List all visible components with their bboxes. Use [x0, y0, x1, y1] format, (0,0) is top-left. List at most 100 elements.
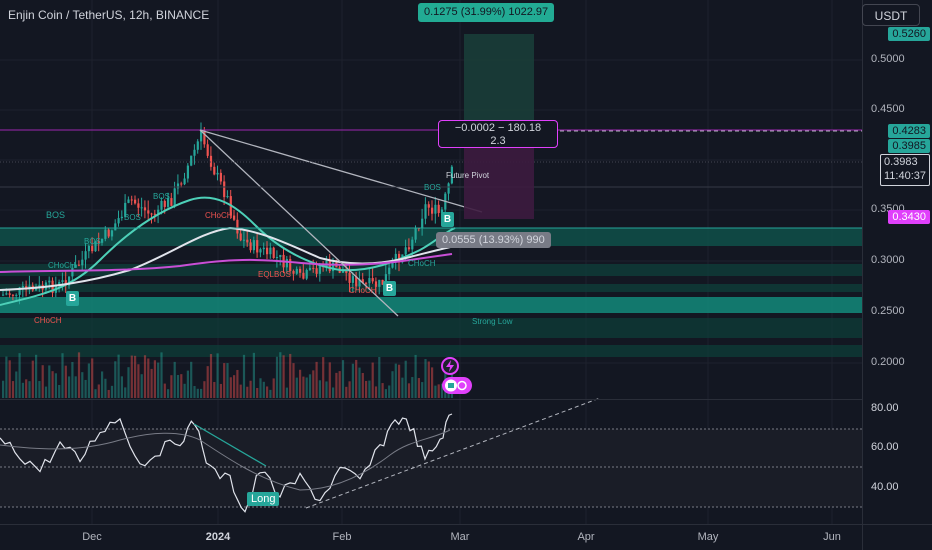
volume-bar: [58, 384, 61, 398]
volume-bar: [285, 387, 288, 398]
volume-bar: [411, 377, 414, 398]
candle-body: [302, 272, 305, 279]
calendar-icon[interactable]: [442, 377, 472, 394]
volume-bar: [44, 386, 48, 398]
candle-body: [345, 270, 348, 273]
volume-bar: [127, 367, 130, 398]
volume-bar: [77, 352, 81, 398]
volume-bar: [266, 386, 269, 398]
volume-bar: [5, 356, 8, 398]
rsi-band: [0, 429, 862, 507]
volume-bar: [25, 379, 28, 398]
volume-bar: [236, 369, 239, 398]
volume-bar: [120, 376, 123, 398]
volume-bar: [417, 378, 420, 398]
candle-body: [272, 247, 275, 258]
choch-label: CHoCH: [34, 316, 62, 325]
bos-label: BOS: [424, 183, 441, 192]
time-label: Dec: [82, 531, 102, 543]
volume-bar: [401, 377, 404, 398]
pane-divider[interactable]: [0, 399, 862, 400]
candle-body: [275, 257, 279, 259]
volume-bar: [305, 377, 308, 398]
candle-body: [21, 286, 24, 288]
volume-bar: [15, 371, 18, 398]
candle-body: [137, 203, 140, 208]
time-axis[interactable]: [0, 525, 862, 550]
stop-zone: [464, 144, 534, 219]
trendline-2: [199, 129, 399, 317]
candle-body: [163, 200, 166, 207]
position-tool-label[interactable]: −0.0002 − 180.18 2.3: [438, 120, 558, 148]
volume-bar: [242, 354, 246, 398]
candle-body: [71, 267, 74, 277]
volume-bar: [186, 370, 189, 398]
buy-signal-marker[interactable]: B: [441, 212, 454, 227]
volume-bar: [434, 385, 437, 398]
choch-label: CHoCH: [408, 259, 436, 268]
volume-bar: [424, 359, 427, 398]
volume-bar: [167, 389, 170, 398]
currency-button[interactable]: USDT: [862, 4, 920, 26]
volume-bar: [302, 376, 305, 398]
volume-bar: [2, 380, 5, 398]
volume-bar: [371, 362, 374, 398]
candle-body: [450, 166, 453, 184]
candle-body: [434, 204, 437, 214]
volume-bar: [41, 365, 44, 398]
candle-body: [173, 188, 176, 206]
volume-bar: [160, 352, 163, 398]
buy-signal-marker[interactable]: B: [383, 281, 396, 296]
volume-bar: [361, 372, 364, 398]
volume-bar: [256, 388, 259, 398]
volume-bar: [18, 353, 21, 398]
candle-body: [48, 280, 51, 283]
candle-body: [371, 278, 374, 282]
volume-bar: [28, 381, 31, 398]
candle-body: [213, 166, 216, 175]
candle-body: [11, 294, 15, 296]
symbol-title[interactable]: Enjin Coin / TetherUS, 12h, BINANCE: [8, 8, 210, 22]
volume-bar: [97, 384, 100, 398]
volume-bar: [74, 376, 77, 398]
volume-bar: [351, 363, 354, 398]
lightning-icon[interactable]: [441, 357, 459, 375]
candle-body: [226, 196, 229, 198]
candle-body: [256, 240, 259, 253]
price-axis[interactable]: 0.5000 0.4500 0.3500 0.3000 0.2500 0.200…: [863, 0, 932, 524]
volume-bar: [8, 360, 11, 398]
volume-bar: [404, 360, 407, 398]
buy-signal-marker[interactable]: B: [66, 291, 79, 306]
candle-body: [140, 207, 143, 209]
long-signal-label[interactable]: Long: [247, 492, 280, 506]
volume-bar: [101, 371, 104, 398]
volume-bar: [246, 386, 249, 398]
candle-body: [407, 247, 411, 250]
volume-bars: [2, 352, 453, 398]
bar-countdown: 11:40:37: [883, 170, 926, 182]
volume-bar: [272, 378, 275, 398]
volume-bar: [203, 381, 206, 398]
strong-low-label: Strong Low: [472, 317, 513, 326]
volume-bar: [38, 381, 41, 398]
candle-body: [404, 247, 407, 255]
volume-bar: [338, 371, 341, 398]
volume-bar: [91, 358, 94, 398]
volume-bar: [137, 364, 140, 398]
volume-bar: [94, 389, 97, 398]
candle-body: [431, 207, 434, 214]
volume-bar: [289, 353, 292, 398]
candle-body: [68, 276, 71, 286]
volume-bar: [394, 363, 397, 398]
candle-body: [266, 247, 269, 255]
choch-label: CHoCH: [48, 261, 76, 270]
volume-bar: [219, 383, 222, 398]
candle-body: [332, 262, 335, 272]
price-chart[interactable]: [0, 0, 862, 524]
volume-bar: [104, 378, 107, 398]
volume-bar: [427, 361, 430, 398]
candle-body: [5, 293, 8, 295]
candle-body: [424, 204, 427, 219]
volume-bar: [275, 356, 279, 398]
price-tag-level: 0.4283: [888, 124, 930, 138]
